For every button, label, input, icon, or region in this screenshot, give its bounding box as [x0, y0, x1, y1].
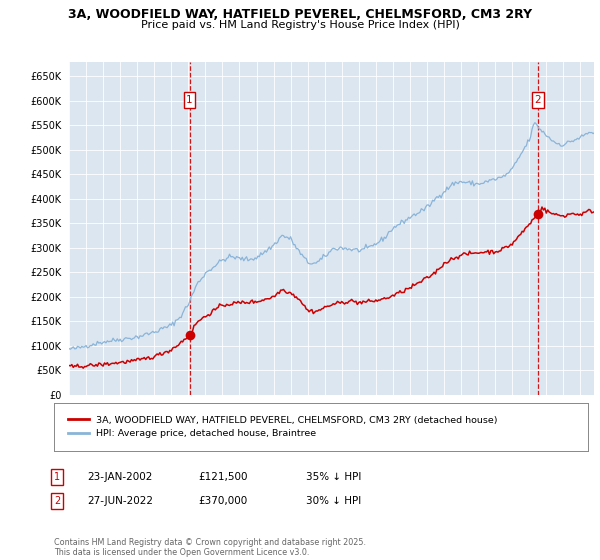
Text: Contains HM Land Registry data © Crown copyright and database right 2025.
This d: Contains HM Land Registry data © Crown c… — [54, 538, 366, 557]
Text: 2: 2 — [535, 95, 541, 105]
Text: £121,500: £121,500 — [198, 472, 248, 482]
Text: £370,000: £370,000 — [198, 496, 247, 506]
Text: 23-JAN-2002: 23-JAN-2002 — [87, 472, 152, 482]
Text: 1: 1 — [186, 95, 193, 105]
Text: 27-JUN-2022: 27-JUN-2022 — [87, 496, 153, 506]
Legend: 3A, WOODFIELD WAY, HATFIELD PEVEREL, CHELMSFORD, CM3 2RY (detached house), HPI: : 3A, WOODFIELD WAY, HATFIELD PEVEREL, CHE… — [64, 412, 502, 442]
Text: 2: 2 — [54, 496, 60, 506]
Text: 35% ↓ HPI: 35% ↓ HPI — [306, 472, 361, 482]
Text: Price paid vs. HM Land Registry's House Price Index (HPI): Price paid vs. HM Land Registry's House … — [140, 20, 460, 30]
Text: 30% ↓ HPI: 30% ↓ HPI — [306, 496, 361, 506]
Text: 1: 1 — [54, 472, 60, 482]
Text: 3A, WOODFIELD WAY, HATFIELD PEVEREL, CHELMSFORD, CM3 2RY: 3A, WOODFIELD WAY, HATFIELD PEVEREL, CHE… — [68, 8, 532, 21]
